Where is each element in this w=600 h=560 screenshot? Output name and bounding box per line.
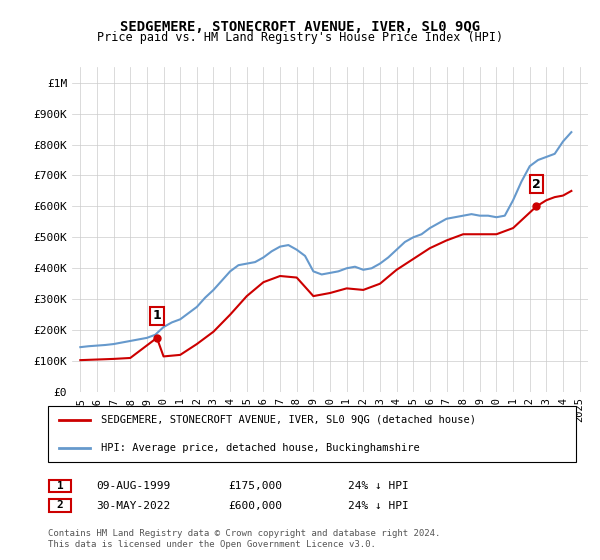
FancyBboxPatch shape — [49, 499, 71, 512]
Text: 2: 2 — [532, 178, 541, 191]
Text: Contains HM Land Registry data © Crown copyright and database right 2024.
This d: Contains HM Land Registry data © Crown c… — [48, 529, 440, 549]
Text: SEDGEMERE, STONECROFT AVENUE, IVER, SL0 9QG (detached house): SEDGEMERE, STONECROFT AVENUE, IVER, SL0 … — [101, 415, 476, 425]
Text: Price paid vs. HM Land Registry's House Price Index (HPI): Price paid vs. HM Land Registry's House … — [97, 31, 503, 44]
Text: 09-AUG-1999: 09-AUG-1999 — [96, 481, 170, 491]
FancyBboxPatch shape — [49, 479, 71, 492]
Text: 2: 2 — [56, 501, 64, 510]
Text: 1: 1 — [152, 309, 161, 323]
Text: 24% ↓ HPI: 24% ↓ HPI — [348, 501, 409, 511]
Text: HPI: Average price, detached house, Buckinghamshire: HPI: Average price, detached house, Buck… — [101, 443, 419, 453]
FancyBboxPatch shape — [48, 406, 576, 462]
Text: £175,000: £175,000 — [228, 481, 282, 491]
Text: 24% ↓ HPI: 24% ↓ HPI — [348, 481, 409, 491]
Text: SEDGEMERE, STONECROFT AVENUE, IVER, SL0 9QG: SEDGEMERE, STONECROFT AVENUE, IVER, SL0 … — [120, 20, 480, 34]
Text: £600,000: £600,000 — [228, 501, 282, 511]
Text: 1: 1 — [56, 481, 64, 491]
Text: 30-MAY-2022: 30-MAY-2022 — [96, 501, 170, 511]
